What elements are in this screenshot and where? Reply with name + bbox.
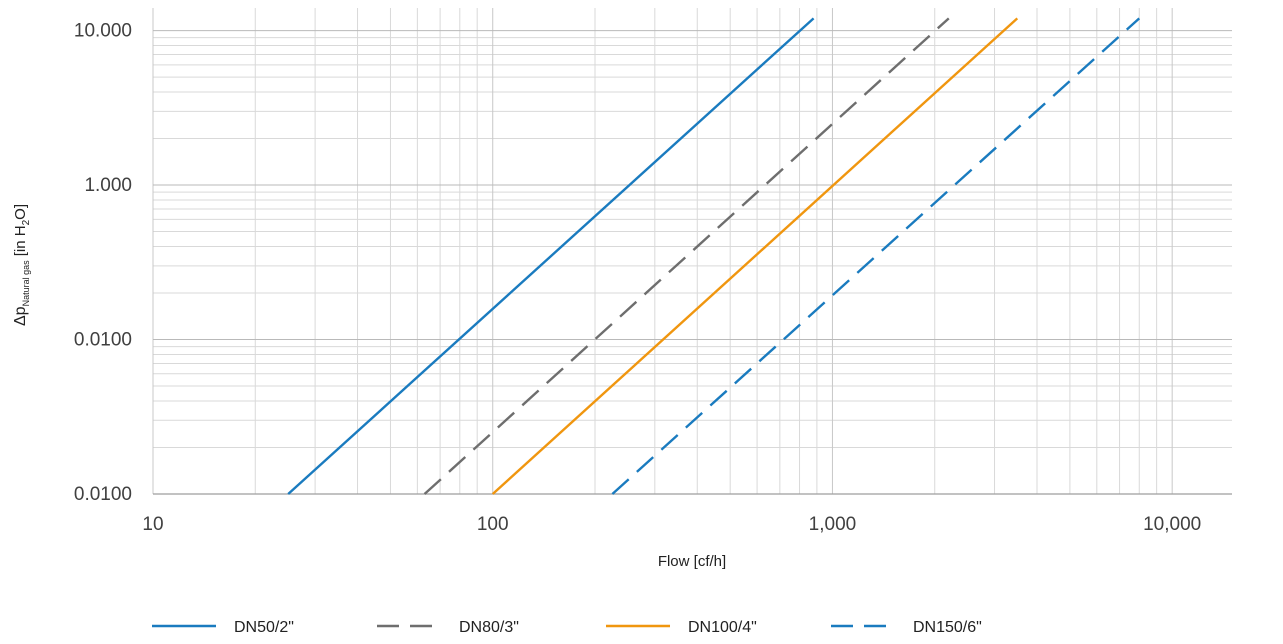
legend-label-3: DN100/4": [688, 619, 757, 636]
x-axis-title: Flow [cf/h]: [658, 553, 726, 570]
y-axis-title-middle-sub: 2: [21, 219, 32, 225]
series-line-4: [611, 17, 1141, 495]
x-tick-label: 10: [142, 514, 163, 535]
y-axis-title-suffix: O]: [12, 204, 29, 220]
legend: DN50/2" DN80/3" DN100/4" DN150/6": [152, 619, 982, 636]
x-tick-label: 1,000: [809, 514, 857, 535]
minor-grid: [153, 8, 1232, 494]
major-grid: [152, 8, 1232, 495]
legend-label-1: DN50/2": [234, 619, 294, 636]
y-axis-title-middle: [in H: [12, 225, 29, 260]
series-line-2: [423, 17, 950, 495]
x-tick-label: 100: [477, 514, 509, 535]
y-tick-label: 10.000: [74, 21, 132, 42]
x-tick-label: 10,000: [1143, 514, 1201, 535]
y-axis-title: ΔpNatural gas [in H2O]: [12, 204, 32, 326]
y-axis-title-prefix-sub: Natural gas: [21, 260, 31, 307]
y-tick-label: 0.0100: [74, 330, 132, 351]
y-tick-label: 1.000: [84, 175, 132, 196]
series-layer: [287, 17, 1141, 495]
x-axis-ticks: 10 100 1,000 10,000: [142, 514, 1201, 535]
series-line-3: [491, 17, 1019, 495]
y-axis-ticks: 0.0100 0.0100 1.000 10.000: [74, 21, 132, 505]
legend-label-4: DN150/6": [913, 619, 982, 636]
series-line-1: [287, 17, 815, 495]
legend-label-2: DN80/3": [459, 619, 519, 636]
y-axis-title-prefix: Δp: [12, 306, 29, 326]
y-tick-label: 0.0100: [74, 484, 132, 505]
